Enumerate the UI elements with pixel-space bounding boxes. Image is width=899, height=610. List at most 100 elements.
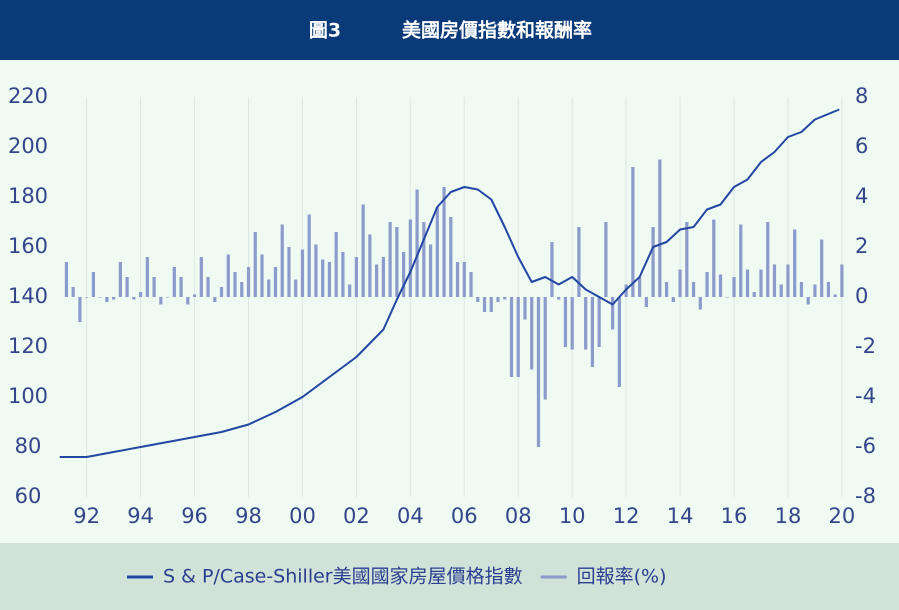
bar (179, 277, 183, 297)
figure-label: 圖3 (309, 20, 341, 42)
bar (638, 277, 642, 297)
bar (705, 272, 709, 297)
bar (300, 249, 305, 297)
bar (482, 297, 487, 312)
x-tick-label: 96 (181, 504, 208, 528)
bar (449, 217, 453, 297)
bar (64, 262, 69, 297)
bar (691, 282, 696, 297)
y2-tick-label: 6 (855, 134, 868, 158)
x-tick-label: 06 (451, 504, 478, 528)
x-tick-label: 94 (127, 504, 154, 528)
bar (543, 297, 547, 400)
bar (273, 267, 278, 297)
y2-tick-label: 8 (855, 84, 868, 108)
bar (287, 247, 291, 297)
bar (584, 297, 588, 350)
bar (476, 297, 480, 302)
legend-label: S & P/Case-Shiller美國國家房屋價格指數 (163, 566, 523, 588)
bar (118, 262, 122, 297)
bar (85, 297, 89, 298)
y-tick-label: 60 (15, 484, 42, 508)
bar (159, 297, 163, 305)
bar (388, 222, 392, 297)
bar (172, 267, 176, 297)
bar (402, 252, 406, 297)
x-tick-label: 02 (343, 504, 370, 528)
bar (590, 297, 595, 367)
header (0, 0, 899, 60)
bar (348, 284, 352, 297)
bar (833, 294, 837, 297)
bar (496, 297, 500, 302)
bar (658, 159, 662, 297)
bar (428, 244, 433, 297)
bar (685, 222, 689, 297)
x-tick-label: 04 (397, 504, 424, 528)
bar (192, 294, 197, 297)
bar (334, 232, 338, 297)
bar (678, 269, 682, 297)
bar (354, 257, 358, 297)
y-tick-label: 140 (8, 284, 48, 308)
x-tick-label: 18 (775, 504, 802, 528)
bar (381, 257, 385, 297)
y2-tick-label: -8 (855, 484, 876, 508)
bar (530, 297, 534, 370)
x-tick-label: 14 (667, 504, 694, 528)
bar (422, 222, 426, 297)
bar (91, 272, 96, 297)
bar (745, 269, 750, 297)
bar (267, 279, 271, 297)
y-tick-label: 100 (8, 384, 48, 408)
y2-tick-label: -6 (855, 434, 876, 458)
bar (826, 282, 831, 297)
bar (570, 297, 574, 350)
y-tick-label: 180 (8, 184, 48, 208)
bar (165, 297, 170, 298)
y-tick-label: 80 (15, 434, 42, 458)
bar (604, 222, 608, 297)
bar (644, 297, 648, 307)
bar (503, 297, 507, 300)
bar (455, 262, 460, 297)
bar (152, 277, 156, 297)
bar (375, 264, 379, 297)
bar (509, 297, 514, 377)
bar (145, 257, 149, 297)
legend: S & P/Case-Shiller美國國家房屋價格指數 回報率(%) (127, 566, 667, 588)
bar (219, 287, 224, 297)
bar (226, 254, 230, 297)
bar (206, 277, 210, 297)
bar (213, 297, 217, 302)
bar (786, 264, 790, 297)
bar (78, 297, 82, 322)
bar (557, 297, 561, 300)
bar (611, 297, 615, 330)
bar (321, 259, 325, 297)
y2-tick-label: 0 (855, 284, 868, 308)
bar (550, 242, 554, 297)
bar (415, 189, 419, 297)
bar (759, 269, 763, 297)
x-tick-label: 12 (613, 504, 640, 528)
bar (631, 167, 635, 297)
plot (59, 108, 844, 458)
bar (536, 297, 541, 447)
y-tick-label: 200 (8, 134, 48, 158)
bar (671, 297, 675, 302)
bar (132, 297, 136, 300)
bar (361, 204, 365, 297)
bar (280, 224, 284, 297)
bar (563, 297, 568, 347)
x-tick-label: 16 (721, 504, 748, 528)
bar (523, 297, 527, 320)
bar (442, 187, 446, 297)
bar (840, 264, 844, 297)
y2-tick-label: -4 (855, 384, 876, 408)
line (59, 108, 840, 458)
bar (732, 277, 736, 297)
x-tick-label: 20 (829, 504, 856, 528)
